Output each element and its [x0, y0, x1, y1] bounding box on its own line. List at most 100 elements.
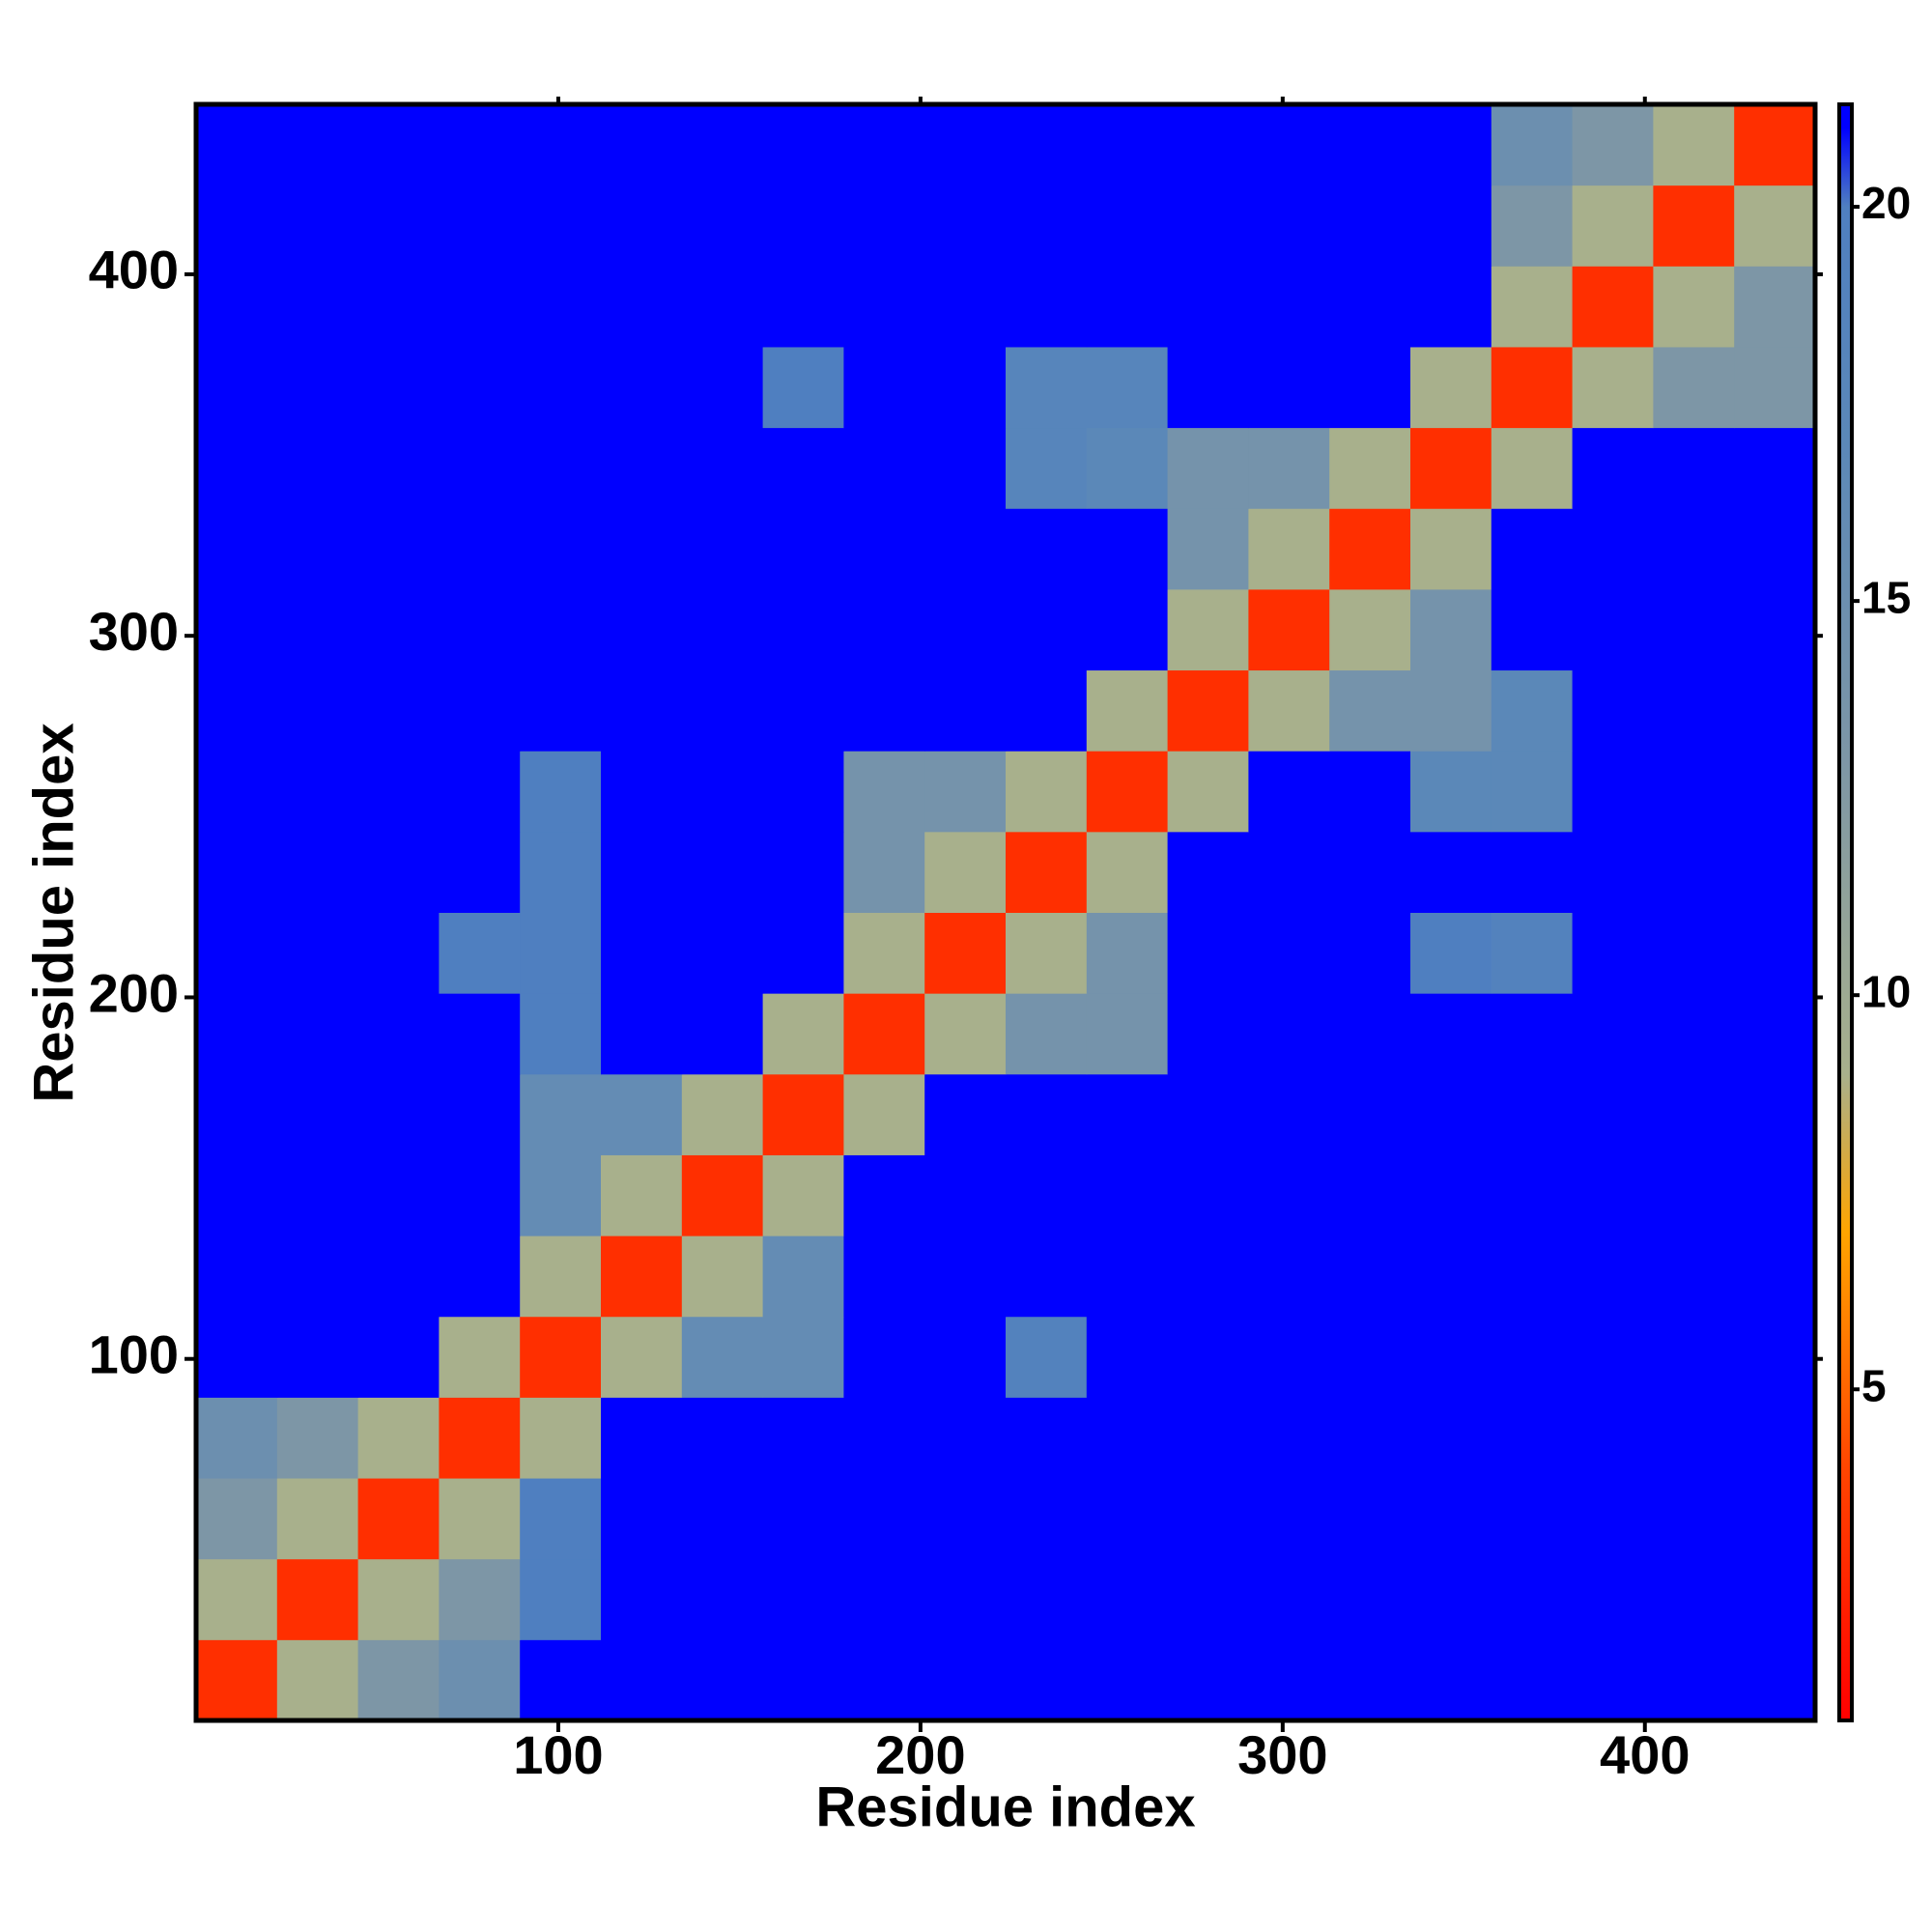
- heatmap-cell: [1086, 588, 1169, 671]
- heatmap-cell: [762, 266, 844, 348]
- heatmap-cell: [1410, 751, 1492, 833]
- heatmap-cell: [843, 104, 925, 186]
- heatmap-cell: [1491, 1316, 1574, 1398]
- heatmap-cell: [357, 1236, 440, 1318]
- heatmap-cell: [681, 993, 764, 1075]
- heatmap-cell: [843, 1236, 925, 1318]
- heatmap-cell: [843, 1154, 925, 1236]
- heatmap-cell: [276, 104, 359, 186]
- heatmap-cell: [924, 266, 1007, 348]
- heatmap-cell: [1653, 427, 1735, 509]
- heatmap-cell: [924, 831, 1007, 913]
- heatmap-cell: [1006, 346, 1088, 429]
- heatmap-cell: [439, 1639, 521, 1721]
- heatmap-cell: [357, 508, 440, 590]
- heatmap-cell: [439, 346, 521, 429]
- heatmap-cell: [1086, 751, 1169, 833]
- heatmap-cell: [357, 1316, 440, 1398]
- heatmap-cell: [1491, 993, 1574, 1075]
- heatmap-cell: [1734, 912, 1816, 994]
- heatmap-cell: [520, 1073, 602, 1155]
- heatmap-cell: [1248, 346, 1330, 429]
- heatmap-cell: [520, 993, 602, 1075]
- heatmap-cell: [1734, 1316, 1816, 1398]
- heatmap-cell: [1572, 185, 1654, 267]
- heatmap-cell: [520, 104, 602, 186]
- heatmap-cell: [843, 1558, 925, 1640]
- heatmap-cell: [276, 1478, 359, 1560]
- heatmap-cell: [601, 588, 683, 671]
- heatmap-cell: [681, 1316, 764, 1398]
- heatmap-cell: [1734, 104, 1816, 186]
- heatmap-cell: [1653, 993, 1735, 1075]
- heatmap-cell: [762, 751, 844, 833]
- heatmap-cell: [762, 831, 844, 913]
- heatmap-cell: [924, 1397, 1007, 1479]
- heatmap-cell: [1329, 266, 1411, 348]
- heatmap-cell: [1167, 993, 1249, 1075]
- heatmap-cell: [681, 427, 764, 509]
- heatmap-cell: [1572, 1154, 1654, 1236]
- heatmap-cell: [1410, 266, 1492, 348]
- heatmap-cell: [520, 751, 602, 833]
- heatmap-cell: [196, 669, 278, 752]
- heatmap-cell: [762, 1154, 844, 1236]
- heatmap-cell: [439, 1236, 521, 1318]
- heatmap-cell: [762, 1397, 844, 1479]
- heatmap-cell: [1329, 1558, 1411, 1640]
- heatmap-cell: [1248, 1397, 1330, 1479]
- heatmap-cell: [1734, 993, 1816, 1075]
- heatmap-cell: [1329, 831, 1411, 913]
- heatmap-cell: [1572, 104, 1654, 186]
- heatmap-cell: [1006, 508, 1088, 590]
- heatmap-cell: [762, 1558, 844, 1640]
- heatmap-cell: [1248, 912, 1330, 994]
- x-tick-label: 400: [1600, 1724, 1690, 1785]
- plot-frame: [193, 101, 1818, 1723]
- heatmap-cell: [924, 1639, 1007, 1721]
- heatmap-cell: [357, 993, 440, 1075]
- heatmap-cell: [1410, 346, 1492, 429]
- heatmap-cell: [762, 1073, 844, 1155]
- heatmap-cell: [1572, 1558, 1654, 1640]
- heatmap-cell: [843, 1316, 925, 1398]
- heatmap-cell: [1410, 1558, 1492, 1640]
- heatmap-cell: [1006, 912, 1088, 994]
- colorbar-tick-label: 5: [1861, 1360, 1887, 1410]
- heatmap-cell: [357, 1073, 440, 1155]
- heatmap-cell: [196, 266, 278, 348]
- heatmap-cell: [762, 508, 844, 590]
- heatmap-cell: [1086, 266, 1169, 348]
- heatmap-cell: [601, 1478, 683, 1560]
- heatmap-cell: [1572, 1236, 1654, 1318]
- heatmap-cell: [1329, 1397, 1411, 1479]
- heatmap-cell: [681, 185, 764, 267]
- heatmap-cell: [520, 185, 602, 267]
- heatmap-cell: [1410, 1397, 1492, 1479]
- heatmap-cell: [1653, 1316, 1735, 1398]
- heatmap-cell: [1006, 1478, 1088, 1560]
- heatmap-cell: [1167, 1154, 1249, 1236]
- heatmap-cell: [520, 1558, 602, 1640]
- heatmap-cell: [1248, 993, 1330, 1075]
- heatmap-cell: [681, 1478, 764, 1560]
- heatmap-cell: [843, 266, 925, 348]
- heatmap-cell: [1491, 912, 1574, 994]
- heatmap-cell: [1248, 1073, 1330, 1155]
- heatmap-cell: [520, 266, 602, 348]
- heatmap-cell: [762, 1316, 844, 1398]
- heatmap-cell: [601, 508, 683, 590]
- heatmap-cell: [843, 1397, 925, 1479]
- heatmap-cell: [1329, 104, 1411, 186]
- heatmap-cell: [762, 669, 844, 752]
- heatmap-cell: [1006, 1397, 1088, 1479]
- heatmap-cell: [1248, 1154, 1330, 1236]
- heatmap-cell: [196, 831, 278, 913]
- heatmap-cell: [196, 1236, 278, 1318]
- y-tick-label: 400: [89, 240, 179, 300]
- heatmap-cell: [1086, 912, 1169, 994]
- heatmap-cell: [1167, 1639, 1249, 1721]
- heatmap-cell: [1329, 993, 1411, 1075]
- heatmap-cell: [196, 104, 278, 186]
